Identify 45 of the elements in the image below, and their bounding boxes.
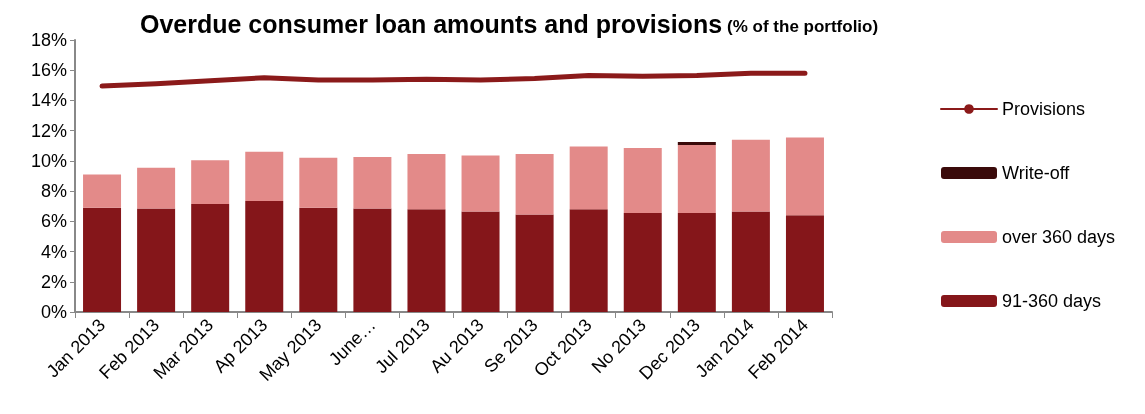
y-tick-label: 16% bbox=[30, 60, 67, 81]
bar bbox=[353, 208, 392, 312]
bar bbox=[83, 207, 122, 312]
bar bbox=[245, 151, 284, 201]
y-tick-label: 8% bbox=[40, 181, 67, 202]
bar bbox=[137, 208, 176, 312]
bar bbox=[515, 214, 554, 312]
bar bbox=[407, 209, 446, 312]
y-tick-label: 18% bbox=[30, 30, 67, 50]
y-tick-label: 12% bbox=[30, 120, 67, 141]
legend-label: Write-off bbox=[1002, 163, 1071, 183]
y-tick-label: 14% bbox=[30, 90, 67, 111]
legend-label: 91-360 days bbox=[1002, 291, 1102, 311]
bar bbox=[407, 154, 446, 210]
bar bbox=[515, 154, 554, 215]
bar bbox=[299, 157, 338, 208]
y-tick-label: 2% bbox=[40, 271, 67, 292]
bar bbox=[677, 145, 716, 214]
bar bbox=[731, 139, 770, 212]
bar bbox=[83, 174, 122, 208]
bar bbox=[623, 213, 662, 312]
chart-title: Overdue consumer loan amounts and provisions bbox=[140, 9, 723, 38]
bar bbox=[569, 146, 608, 210]
legend-label: Provisions bbox=[1002, 99, 1086, 119]
bar bbox=[623, 148, 662, 214]
legend-label: over 360 days bbox=[1002, 227, 1116, 247]
y-tick-label: 6% bbox=[40, 211, 67, 232]
bar bbox=[569, 209, 608, 312]
bar bbox=[299, 207, 338, 312]
bar bbox=[137, 167, 176, 209]
bar bbox=[731, 211, 770, 312]
y-tick-label: 0% bbox=[40, 302, 67, 322]
bar bbox=[461, 211, 500, 312]
bar bbox=[785, 215, 824, 312]
y-tick-label: 4% bbox=[40, 241, 67, 262]
bar bbox=[191, 203, 230, 312]
bar bbox=[677, 142, 716, 146]
bar bbox=[677, 213, 716, 312]
bar bbox=[191, 160, 230, 204]
y-tick-label: 10% bbox=[30, 150, 67, 171]
chart-subtitle: (% of the portfolio) bbox=[727, 17, 879, 36]
bar bbox=[461, 155, 500, 212]
bar bbox=[353, 157, 392, 209]
bar bbox=[785, 137, 824, 216]
bar bbox=[245, 200, 284, 312]
